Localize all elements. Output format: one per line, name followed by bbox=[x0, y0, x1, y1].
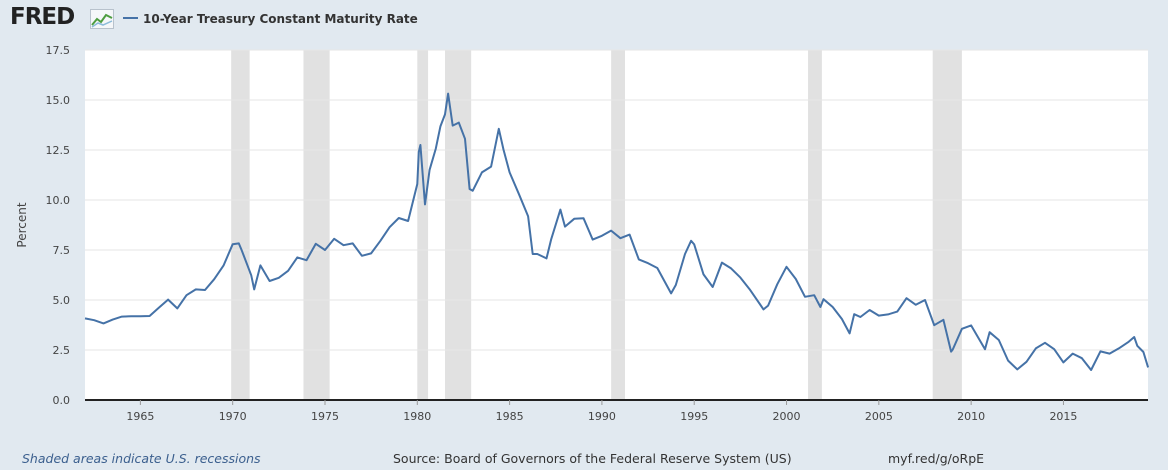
x-tick-label: 1970 bbox=[219, 410, 247, 423]
y-tick-label: 12.5 bbox=[46, 144, 71, 157]
y-tick-label: 15.0 bbox=[46, 94, 71, 107]
y-tick-label: 2.5 bbox=[53, 344, 71, 357]
x-tick-label: 1990 bbox=[588, 410, 616, 423]
y-tick-label: 17.5 bbox=[46, 44, 71, 57]
x-tick-label: 2000 bbox=[773, 410, 801, 423]
x-tick-label: 1965 bbox=[126, 410, 154, 423]
recession-band bbox=[808, 50, 822, 400]
chart: 0.0 2.5 5.0 7.5 10.0 12.5 15.0 17.5 1965 1970 1975… bbox=[15, 44, 1150, 423]
line-graph-icon bbox=[90, 9, 114, 29]
y-tick-label: 0.0 bbox=[53, 394, 71, 407]
legend-label: 10-Year Treasury Constant Maturity Rate bbox=[143, 12, 418, 26]
y-tick-label: 7.5 bbox=[53, 244, 71, 257]
y-tick-label: 5.0 bbox=[53, 294, 71, 307]
recession-band bbox=[231, 50, 250, 400]
x-tick-label: 1980 bbox=[403, 410, 431, 423]
y-tick-label: 10.0 bbox=[46, 194, 71, 207]
x-tick-label: 2010 bbox=[957, 410, 985, 423]
footer: Shaded areas indicate U.S. recessions So… bbox=[0, 450, 1168, 470]
header: FRED 10-Year Treasury Constant Maturity … bbox=[0, 0, 1168, 38]
recession-band bbox=[611, 50, 625, 400]
y-axis-title: Percent bbox=[15, 202, 29, 247]
chart-legend[interactable]: 10-Year Treasury Constant Maturity Rate bbox=[123, 12, 418, 26]
source-note: Source: Board of Governors of the Federa… bbox=[393, 451, 792, 466]
recession-band bbox=[932, 50, 962, 400]
short-url[interactable]: myf.red/g/oRpE bbox=[888, 451, 985, 466]
recession-band bbox=[417, 50, 429, 400]
recession-band bbox=[303, 50, 330, 400]
x-tick-label: 2005 bbox=[865, 410, 893, 423]
legend-swatch bbox=[123, 16, 138, 19]
x-tick-label: 1975 bbox=[311, 410, 339, 423]
fred-logo[interactable]: FRED bbox=[10, 4, 75, 30]
x-tick-label: 1995 bbox=[680, 410, 708, 423]
x-tick-label: 1985 bbox=[496, 410, 524, 423]
recession-note: Shaded areas indicate U.S. recessions bbox=[22, 451, 261, 466]
x-tick-label: 2015 bbox=[1049, 410, 1077, 423]
series-line bbox=[84, 92, 1150, 371]
